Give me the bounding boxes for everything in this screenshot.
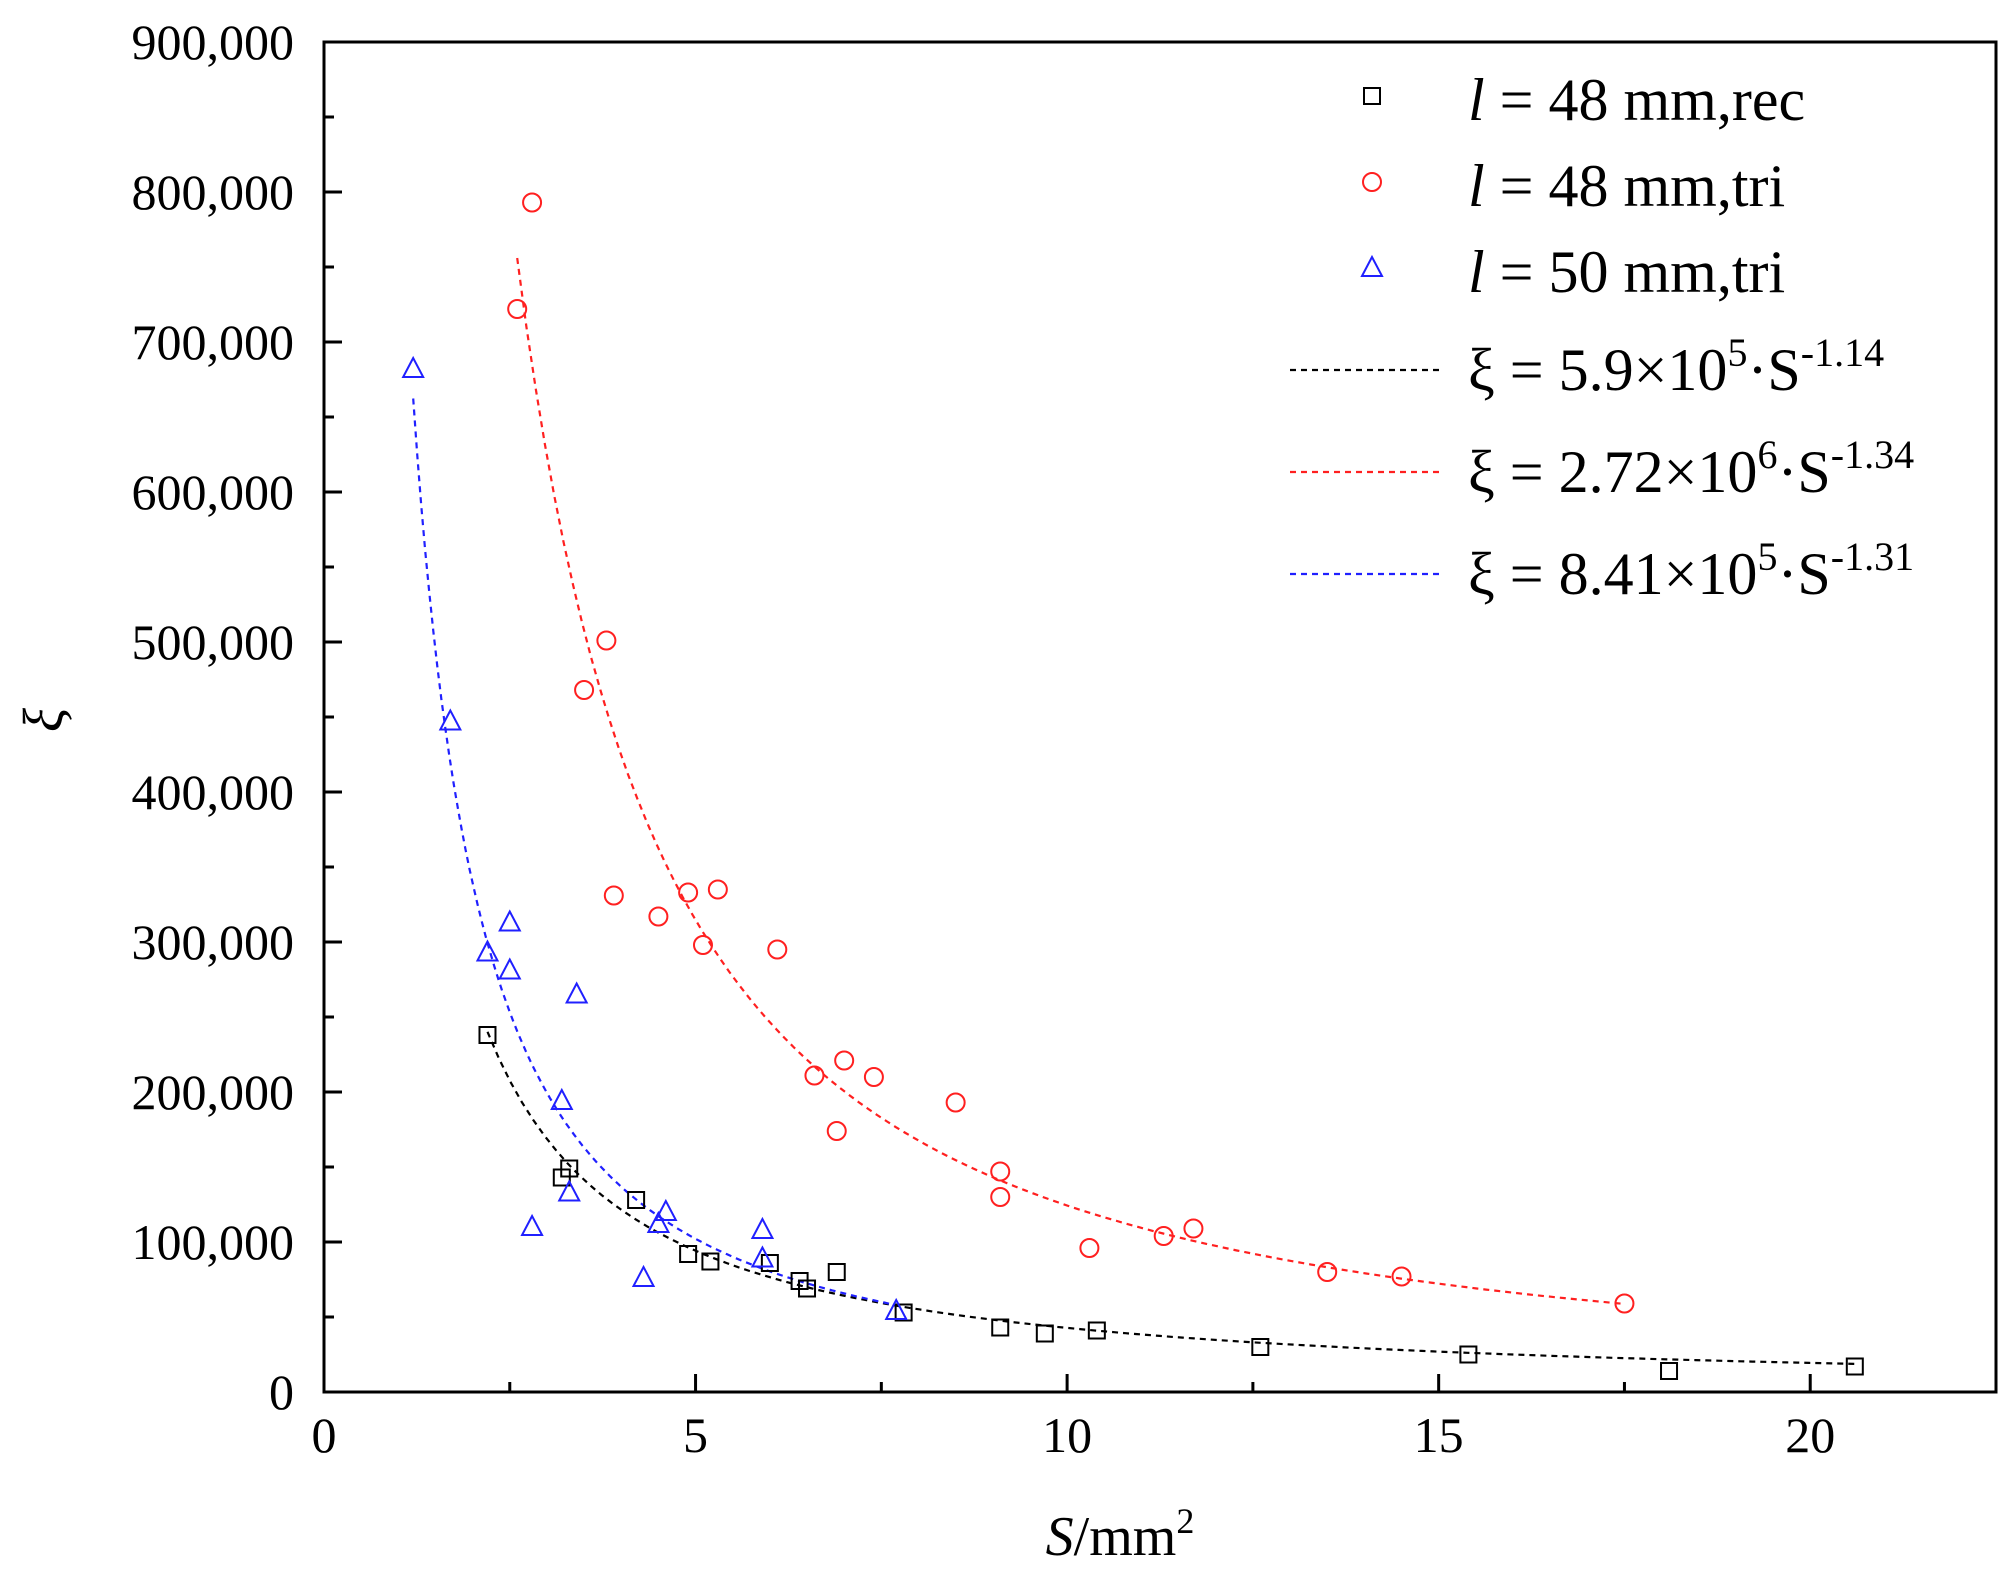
data-point	[826, 1121, 847, 1141]
data-point	[798, 1279, 817, 1298]
data-point	[603, 885, 624, 906]
data-point	[894, 1303, 913, 1322]
data-point	[750, 1216, 775, 1239]
series-1	[478, 1026, 1864, 1380]
data-point	[631, 1264, 656, 1287]
data-point	[990, 1187, 1011, 1207]
data-point	[804, 1065, 825, 1086]
data-point	[990, 1161, 1011, 1182]
data-point	[1845, 1357, 1864, 1376]
data-point	[1183, 1218, 1204, 1239]
legend-label-1: l = 48 mm,rec	[1468, 67, 1805, 133]
legend: l = 48 mm,rec l = 48 mm,tri l = 50 mm,tri ξ…	[1290, 67, 1914, 607]
legend-marker-1	[1363, 87, 1381, 105]
legend-fit-label-1: ξ = 5.9×105·S-1.14	[1468, 330, 1884, 403]
y-tick-labels: 0 100,000 200,000 300,000 400,000 500,000 600,…	[132, 14, 295, 1420]
x-tick-label: 15	[1414, 1407, 1464, 1463]
fit-curve-2	[516, 257, 1625, 1305]
data-point	[991, 1318, 1010, 1337]
x-tick-label: 0	[312, 1407, 337, 1463]
data-point	[1079, 1238, 1100, 1258]
legend-fit-label-2: ξ = 2.72×106·S-1.34	[1468, 432, 1914, 505]
legend-label-3: l = 50 mm,tri	[1468, 239, 1785, 305]
data-point	[520, 1213, 544, 1236]
data-point	[863, 1067, 884, 1087]
y-tick-label: 600,000	[132, 464, 295, 520]
data-point	[707, 879, 728, 900]
plot-frame	[322, 40, 1998, 1394]
y-axis-title: ξ	[13, 708, 75, 732]
data-point	[1087, 1321, 1106, 1340]
data-point	[1459, 1345, 1478, 1364]
data-point	[678, 882, 699, 903]
y-tick-label: 200,000	[132, 1064, 295, 1120]
data-point	[522, 192, 543, 213]
data-point	[834, 1050, 855, 1071]
y-tick-label: 100,000	[132, 1214, 295, 1270]
y-tick-label: 700,000	[132, 314, 295, 370]
legend-marker-2	[1362, 172, 1382, 192]
data-point	[498, 957, 522, 980]
data-point	[945, 1092, 966, 1113]
data-point	[565, 981, 589, 1004]
fit-curve-1	[486, 1031, 1855, 1365]
x-tick-labels: 0 5 10 15 20	[312, 1407, 1836, 1463]
x-axis-title: S/mm2	[1046, 1501, 1195, 1568]
data-point	[627, 1191, 646, 1209]
data-point	[550, 1087, 574, 1110]
y-tick-label: 900,000	[132, 14, 295, 70]
x-tick-label: 5	[683, 1407, 708, 1463]
data-points	[401, 192, 1864, 1380]
x-tick-label: 20	[1785, 1407, 1835, 1463]
data-point	[574, 680, 595, 700]
series-3	[401, 355, 908, 1320]
data-point	[401, 355, 425, 378]
data-point	[1251, 1338, 1270, 1356]
data-point	[654, 1198, 678, 1221]
data-point	[767, 939, 788, 960]
y-tick-label: 400,000	[132, 764, 295, 820]
data-point	[760, 1254, 779, 1272]
data-point	[1035, 1324, 1054, 1343]
data-point	[692, 935, 713, 955]
series-2	[507, 192, 1635, 1314]
fit-curve-3	[412, 398, 897, 1307]
data-point	[498, 909, 522, 932]
legend-label-2: l = 48 mm,tri	[1468, 153, 1785, 219]
legend-fit-label-3: ξ = 8.41×105·S-1.31	[1468, 534, 1914, 607]
data-point	[701, 1252, 720, 1271]
data-point	[478, 1026, 497, 1044]
data-point	[827, 1263, 846, 1281]
data-point	[560, 1159, 579, 1178]
data-point	[1660, 1362, 1679, 1380]
data-point	[507, 299, 528, 319]
data-point	[646, 1210, 671, 1233]
fit-curves	[412, 257, 1855, 1365]
y-tick-label: 800,000	[132, 164, 295, 220]
y-tick-label: 300,000	[132, 914, 295, 970]
y-tick-label: 0	[269, 1364, 294, 1420]
data-point	[884, 1297, 908, 1320]
x-tick-label: 10	[1042, 1407, 1092, 1463]
data-point	[1391, 1266, 1412, 1287]
data-point	[596, 630, 617, 651]
data-point	[648, 906, 669, 927]
data-point	[1317, 1262, 1338, 1282]
data-point	[475, 939, 500, 962]
data-point	[1153, 1226, 1174, 1246]
legend-marker-3	[1360, 254, 1384, 277]
y-tick-label: 500,000	[132, 614, 295, 670]
data-point	[750, 1245, 775, 1268]
tick-layer	[322, 40, 1812, 1394]
data-point	[557, 1179, 581, 1202]
data-point	[1614, 1293, 1635, 1314]
data-point	[679, 1245, 698, 1263]
data-point	[438, 708, 462, 731]
